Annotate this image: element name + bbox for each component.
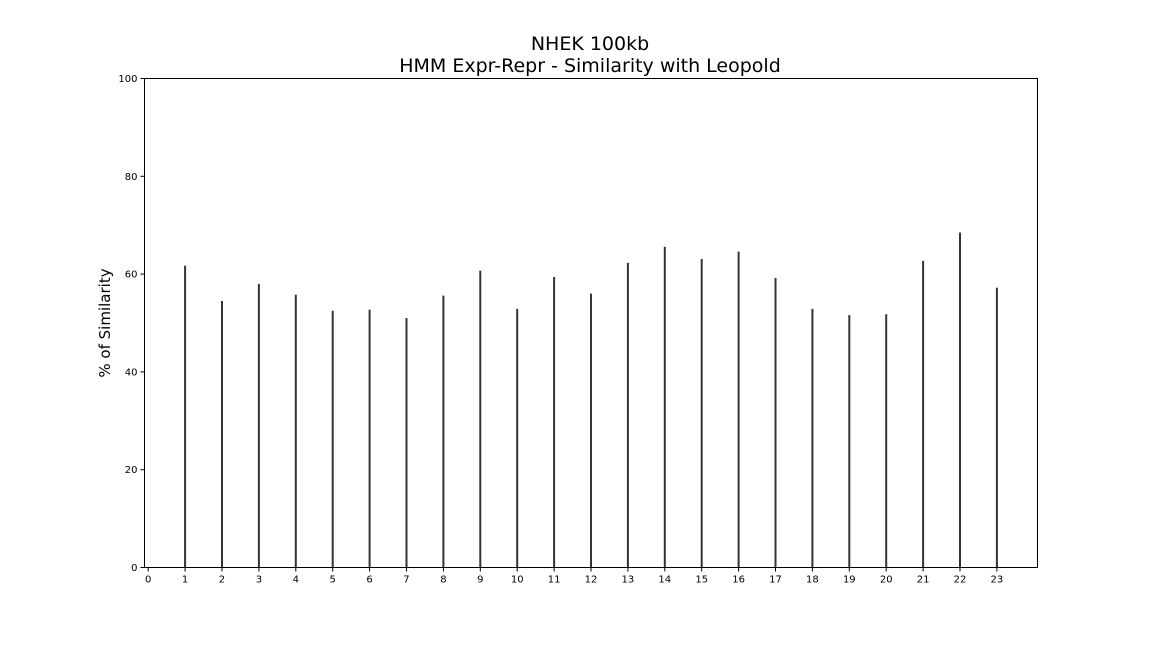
- x-tick-label: 9: [477, 575, 483, 586]
- y-tick-label: 60: [125, 270, 138, 281]
- x-tick-label: 7: [403, 575, 409, 586]
- x-tick-label: 3: [256, 575, 262, 586]
- x-tick-label: 4: [293, 575, 299, 586]
- y-axis: 0 20 40 60 80 100: [118, 74, 145, 574]
- x-tick-label: 16: [732, 575, 745, 586]
- x-tick-label: 13: [622, 575, 635, 586]
- y-tick-label: 80: [125, 172, 138, 183]
- x-tick-label: 14: [658, 575, 671, 586]
- x-tick-label: 1: [182, 575, 188, 586]
- chart-title-line-1: NHEK 100kb: [531, 33, 649, 55]
- x-tick-label: 6: [366, 575, 372, 586]
- y-axis-label: % of Similarity: [96, 268, 114, 377]
- y-tick-label: 20: [125, 465, 138, 476]
- x-tick-label: 8: [440, 575, 446, 586]
- chart-title-line-2: HMM Expr-Repr - Similarity with Leopold: [399, 55, 781, 77]
- x-tick-label: 2: [219, 575, 225, 586]
- y-tick-label: 40: [125, 367, 138, 378]
- x-tick-label: 18: [806, 575, 819, 586]
- x-tick-label: 23: [991, 575, 1004, 586]
- x-tick-label: 22: [954, 575, 967, 586]
- x-tick-label: 21: [917, 575, 930, 586]
- x-tick-label: 15: [695, 575, 708, 586]
- x-tick-label: 20: [880, 575, 893, 586]
- y-tick-label: 0: [131, 563, 137, 574]
- x-tick-label: 19: [843, 575, 856, 586]
- x-tick-label: 12: [585, 575, 598, 586]
- x-tick-label: 5: [330, 575, 336, 586]
- x-tick-label: 0: [145, 575, 151, 586]
- x-axis: 0 1 2 3 4 5 6 7 8 9 10 11 12 13 14 15 16 17 18 19 20 21 22 23: [145, 567, 1004, 586]
- bars-group: [184, 232, 998, 568]
- x-tick-label: 11: [548, 575, 561, 586]
- x-tick-label: 10: [511, 575, 524, 586]
- x-tick-label: 17: [769, 575, 782, 586]
- y-tick-label: 100: [118, 74, 137, 85]
